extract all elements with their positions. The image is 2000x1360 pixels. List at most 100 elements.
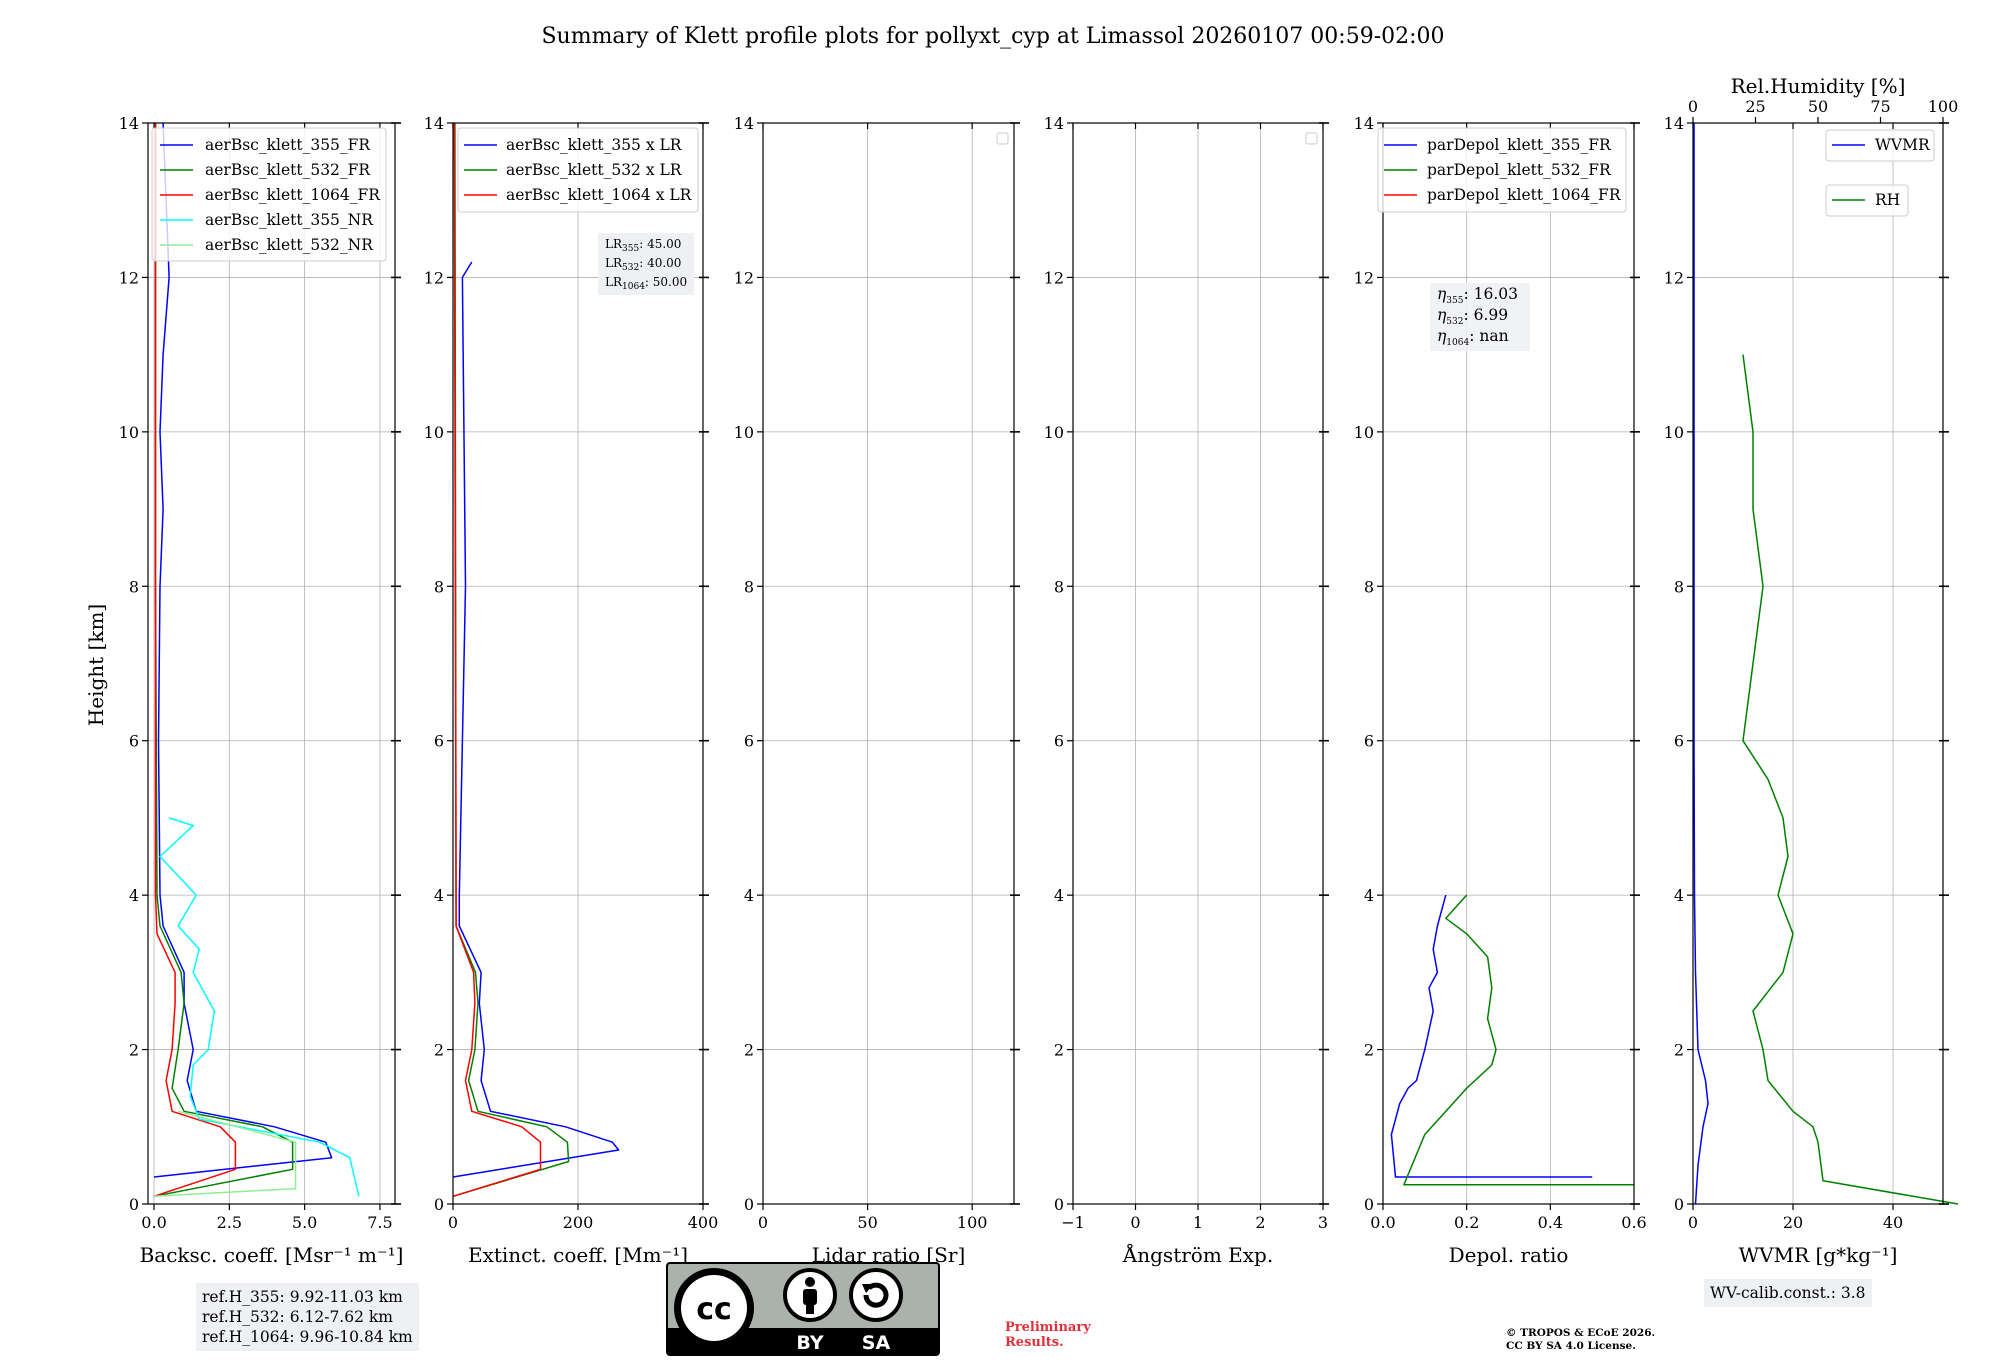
- legend-label-355-nr: aerBsc_klett_355_NR: [205, 211, 374, 229]
- y-tick-label: 0: [1674, 1195, 1684, 1214]
- series-line-aerbsc-klett-532-nr: [153, 1110, 297, 1198]
- eta-annotation: η355: 16.03 η532: 6.99 η1064: nan: [1430, 283, 1530, 351]
- x-tick-label: 0.2: [1454, 1213, 1479, 1232]
- y-tick-label: 12: [734, 268, 754, 287]
- x2-tick-label: 0: [1688, 97, 1698, 116]
- series-line-aerbsc-klett-355-nr: [159, 817, 360, 1197]
- x-tick-label: 2.5: [217, 1213, 242, 1232]
- y-tick-label: 4: [1364, 886, 1374, 905]
- preliminary-line2: Results.: [1005, 1335, 1064, 1350]
- eta-annotation-box: [1430, 283, 1530, 351]
- lr355-value: 45.00: [647, 237, 681, 251]
- x-tick-label: 5.0: [292, 1213, 317, 1232]
- panel-depol: 0.0 0.2 0.4 0.6 0 2 4 6 8 10 12 14 Depol. ratio: [1354, 114, 1647, 1267]
- y-tick-label: 2: [129, 1041, 139, 1060]
- x-tick-label: 0.0: [1370, 1213, 1395, 1232]
- legend-label-ext-355: aerBsc_klett_355 x LR: [506, 136, 683, 154]
- y-tick-label: 6: [1054, 732, 1064, 751]
- y-tick-label: 4: [1054, 886, 1064, 905]
- eta1064-text: η1064: nan: [1437, 327, 1509, 348]
- series-line-aerbsc-klett-355-fr: [153, 122, 333, 1178]
- series-line-aerbsc-klett-1064-x-lr: [452, 122, 542, 1198]
- cc-license-badge: cc BY SA: [666, 1262, 940, 1356]
- y-tick-label: 10: [1664, 423, 1684, 442]
- wv-calib-text: WV-calib.const.: 3.8: [1710, 1284, 1866, 1302]
- series-line-pardepol-klett-532-fr: [1403, 894, 1634, 1186]
- y-tick-label: 4: [434, 886, 444, 905]
- x-axis-label: Ångström Exp.: [1122, 1242, 1273, 1267]
- y-tick-label: 2: [1054, 1041, 1064, 1060]
- y-tick-label: 12: [1664, 268, 1684, 287]
- series-line-pardepol-klett-355-fr: [1390, 894, 1593, 1178]
- eta532-text: η532: 6.99: [1437, 306, 1508, 327]
- preliminary-line1: Preliminary: [1005, 1320, 1091, 1335]
- y-tick-label: 8: [129, 577, 139, 596]
- wv-calib-box: WV-calib.const.: 3.8: [1704, 1279, 1872, 1307]
- legend-label-532-nr: aerBsc_klett_532_NR: [205, 236, 374, 254]
- legend-label-532-fr: aerBsc_klett_532_FR: [205, 161, 371, 179]
- x-tick-label: 50: [857, 1213, 877, 1232]
- y-tick-label: 10: [1354, 423, 1374, 442]
- legend-label-wvmr: WVMR: [1875, 136, 1931, 154]
- panel-wvmr: 0 20 40 0 2 4 6 8 10 12 14 WVMR [g*kg⁻¹] 0 25 50 75 100 R…: [1664, 74, 1959, 1267]
- y-tick-label: 14: [1664, 114, 1684, 133]
- x-axis-label: WVMR [g*kg⁻¹]: [1739, 1243, 1898, 1267]
- y-tick-label: 8: [1674, 577, 1684, 596]
- y-tick-label: 14: [1044, 114, 1064, 133]
- lr1064-value: 50.00: [653, 275, 687, 289]
- x-axis-label: Backsc. coeff. [Msr⁻¹ m⁻¹]: [140, 1243, 404, 1267]
- legends-group: aerBsc_klett_355_FR aerBsc_klett_532_FR …: [151, 127, 1935, 262]
- y-tick-label: 0: [744, 1195, 754, 1214]
- eta1064-value: nan: [1479, 327, 1508, 345]
- y-tick-label: 8: [434, 577, 444, 596]
- y-tick-label: 6: [434, 732, 444, 751]
- x-tick-label: 40: [1883, 1213, 1903, 1232]
- x-axis-label: Depol. ratio: [1449, 1243, 1569, 1267]
- ref-height-532: ref.H_532: 6.12-7.62 km: [202, 1308, 393, 1326]
- ref-height-1064: ref.H_1064: 9.96-10.84 km: [202, 1328, 413, 1346]
- sa-share-icon: [849, 1268, 903, 1322]
- series-line-rh: [1742, 354, 1959, 1205]
- legend-empty-angstrom: [1305, 132, 1318, 145]
- plot-frame: [1072, 122, 1324, 1205]
- eta355-value: 16.03: [1474, 285, 1518, 303]
- legend-box-wvmr: [1825, 129, 1935, 162]
- y-tick-label: 12: [1354, 268, 1374, 287]
- legend-box-depol: [1377, 127, 1627, 213]
- x-tick-label: 3: [1318, 1213, 1328, 1232]
- x-tick-label: 0.4: [1538, 1213, 1563, 1232]
- legend-label-rh: RH: [1875, 191, 1900, 209]
- x-tick-label: 0: [1130, 1213, 1140, 1232]
- plot-frame: [1692, 122, 1944, 1205]
- y-tick-label: 14: [119, 114, 139, 133]
- x2-tick-label: 50: [1808, 97, 1828, 116]
- y-tick-label: 6: [1674, 732, 1684, 751]
- x-tick-label: 20: [1783, 1213, 1803, 1232]
- legend-label-ext-532: aerBsc_klett_532 x LR: [506, 161, 683, 179]
- y-tick-label: 4: [129, 886, 139, 905]
- y-tick-label: 8: [744, 577, 754, 596]
- x-tick-label: 0.0: [141, 1213, 166, 1232]
- x2-tick-label: 100: [1928, 97, 1959, 116]
- series-line-wvmr: [1693, 123, 1709, 1205]
- y-tick-label: 10: [1044, 423, 1064, 442]
- eta355-text: η355: 16.03: [1437, 285, 1518, 306]
- x-tick-label: 100: [957, 1213, 988, 1232]
- x-tick-label: 0: [758, 1213, 768, 1232]
- x-tick-label: −1: [1061, 1213, 1085, 1232]
- x-tick-label: 0: [1688, 1213, 1698, 1232]
- figure-title: Summary of Klett profile plots for polly…: [541, 24, 1444, 49]
- x-tick-label: 1: [1193, 1213, 1203, 1232]
- svg-text:cc: cc: [696, 1292, 732, 1327]
- legend-label-1064-fr: aerBsc_klett_1064_FR: [205, 186, 381, 204]
- y-tick-label: 2: [744, 1041, 754, 1060]
- legend-label-depol-1064: parDepol_klett_1064_FR: [1427, 186, 1622, 204]
- legend-box-extinction: [457, 127, 699, 213]
- series-line-aerbsc-klett-532-fr: [153, 123, 294, 1198]
- y-tick-label: 10: [424, 423, 444, 442]
- x2-axis-label: Rel.Humidity [%]: [1731, 74, 1906, 98]
- y-tick-label: 8: [1364, 577, 1374, 596]
- legend-label-355-fr: aerBsc_klett_355_FR: [205, 136, 371, 154]
